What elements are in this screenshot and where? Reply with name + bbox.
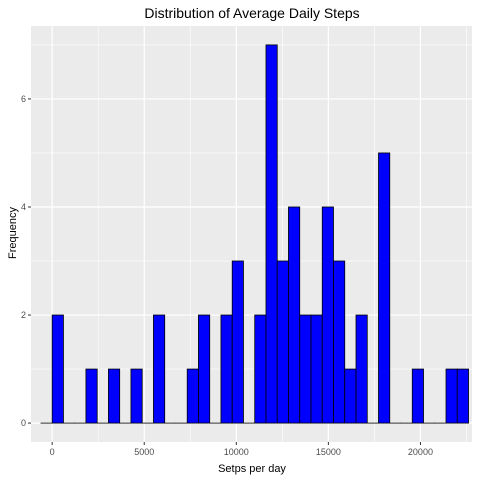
- x-tick-label: 20000: [408, 447, 433, 457]
- histogram-bar: [85, 368, 98, 424]
- x-tick-label: 15000: [316, 447, 341, 457]
- histogram-bar: [355, 314, 368, 424]
- histogram-bar: [108, 368, 121, 424]
- y-tick-label: 0: [21, 418, 26, 428]
- histogram-bar: [231, 260, 244, 424]
- chart-title: Distribution of Average Daily Steps: [144, 5, 359, 21]
- histogram-bar: [51, 314, 64, 424]
- histogram-bar: [445, 368, 458, 424]
- histogram-bar: [265, 44, 278, 424]
- x-tick-label: 0: [50, 447, 55, 457]
- histogram-bar: [198, 314, 211, 424]
- histogram-bar: [186, 368, 199, 424]
- x-axis-ticks: 0 5000 10000 15000 20000: [50, 442, 433, 457]
- y-axis-ticks: 0 2 4 6: [21, 94, 31, 428]
- histogram-bar: [130, 368, 143, 424]
- histogram-bar: [411, 368, 424, 424]
- x-axis-title: Setps per day: [218, 463, 286, 475]
- histogram-bar: [310, 314, 323, 424]
- y-tick-label: 4: [21, 202, 26, 212]
- y-tick-label: 6: [21, 94, 26, 104]
- histogram-bar: [333, 260, 346, 424]
- histogram-bar: [378, 152, 391, 424]
- bars: [40, 44, 469, 424]
- histogram-bar: [276, 260, 289, 424]
- histogram-bar: [220, 314, 233, 424]
- histogram-bar: [456, 368, 469, 424]
- x-tick-label: 10000: [224, 447, 249, 457]
- x-tick-label: 5000: [134, 447, 154, 457]
- y-axis-title: Frequency: [7, 207, 19, 259]
- histogram-bar: [153, 314, 166, 424]
- y-tick-label: 2: [21, 310, 26, 320]
- histogram-bar: [344, 368, 357, 424]
- histogram-bar: [288, 206, 301, 424]
- histogram-bar: [299, 314, 312, 424]
- histogram-bar: [254, 314, 267, 424]
- histogram-bar: [321, 206, 334, 424]
- plot-panel: [31, 26, 472, 442]
